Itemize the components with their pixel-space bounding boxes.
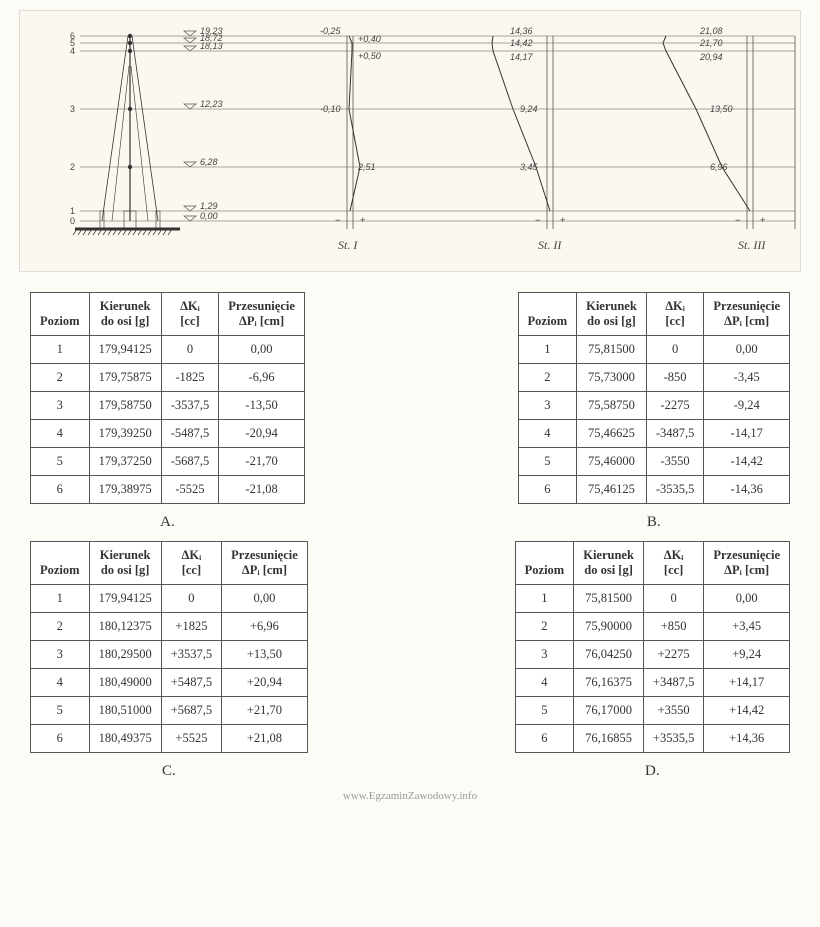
- svg-text:9,24: 9,24: [520, 104, 538, 114]
- svg-text:+: +: [560, 215, 565, 225]
- svg-text:St. III: St. III: [738, 238, 766, 252]
- tables-row-1: PoziomKierunekdo osi [g]ΔKᵢ[cc]Przesunię…: [30, 292, 790, 531]
- svg-text:4: 4: [70, 46, 75, 56]
- caption-d: D.: [645, 763, 660, 780]
- svg-text:St. I: St. I: [338, 238, 358, 252]
- svg-text:+0,50: +0,50: [358, 51, 381, 61]
- caption-c: C.: [162, 763, 176, 780]
- tower-deflection-diagram: 654321019,2318,7218,1312,236,281,290,00-…: [19, 10, 801, 272]
- table-a: PoziomKierunekdo osi [g]ΔKᵢ[cc]Przesunię…: [30, 292, 305, 504]
- svg-text:6,28: 6,28: [200, 157, 218, 167]
- svg-text:14,36: 14,36: [510, 26, 533, 36]
- svg-text:+: +: [360, 215, 365, 225]
- svg-text:14,42: 14,42: [510, 38, 533, 48]
- svg-text:14,17: 14,17: [510, 52, 534, 62]
- table-c: PoziomKierunekdo osi [g]ΔKᵢ[cc]Przesunię…: [30, 541, 308, 753]
- svg-text:3,45: 3,45: [520, 162, 539, 172]
- table-block-b: PoziomKierunekdo osi [g]ΔKᵢ[cc]Przesunię…: [518, 292, 790, 531]
- svg-text:−: −: [535, 215, 540, 225]
- svg-text:2: 2: [70, 162, 75, 172]
- svg-text:+0,40: +0,40: [358, 34, 381, 44]
- table-block-c: PoziomKierunekdo osi [g]ΔKᵢ[cc]Przesunię…: [30, 541, 308, 780]
- svg-text:St. II: St. II: [538, 238, 562, 252]
- svg-text:−: −: [735, 215, 740, 225]
- svg-text:0,00: 0,00: [200, 211, 218, 221]
- table-d: PoziomKierunekdo osi [g]ΔKᵢ[cc]Przesunię…: [515, 541, 790, 753]
- caption-a: A.: [160, 514, 175, 531]
- svg-text:3: 3: [70, 104, 75, 114]
- diagram-svg: 654321019,2318,7218,1312,236,281,290,00-…: [20, 11, 800, 271]
- table-block-a: PoziomKierunekdo osi [g]ΔKᵢ[cc]Przesunię…: [30, 292, 305, 531]
- svg-text:2,51: 2,51: [357, 162, 376, 172]
- svg-text:-0,10: -0,10: [320, 104, 341, 114]
- svg-text:1,29: 1,29: [200, 201, 218, 211]
- table-b: PoziomKierunekdo osi [g]ΔKᵢ[cc]Przesunię…: [518, 292, 790, 504]
- svg-text:1: 1: [70, 206, 75, 216]
- watermark: www.EgzaminZawodowy.info: [10, 790, 810, 802]
- svg-text:6,96: 6,96: [710, 162, 728, 172]
- svg-text:0: 0: [70, 216, 75, 226]
- svg-text:12,23: 12,23: [200, 99, 223, 109]
- svg-text:18,13: 18,13: [200, 41, 223, 51]
- svg-text:−: −: [335, 215, 340, 225]
- svg-text:21,08: 21,08: [699, 26, 723, 36]
- svg-text:-0,25: -0,25: [320, 26, 342, 36]
- svg-text:13,50: 13,50: [710, 104, 733, 114]
- table-block-d: PoziomKierunekdo osi [g]ΔKᵢ[cc]Przesunię…: [515, 541, 790, 780]
- svg-text:20,94: 20,94: [699, 52, 723, 62]
- tables-row-2: PoziomKierunekdo osi [g]ΔKᵢ[cc]Przesunię…: [30, 541, 790, 780]
- svg-text:21,70: 21,70: [699, 38, 723, 48]
- svg-text:+: +: [760, 215, 765, 225]
- caption-b: B.: [647, 514, 661, 531]
